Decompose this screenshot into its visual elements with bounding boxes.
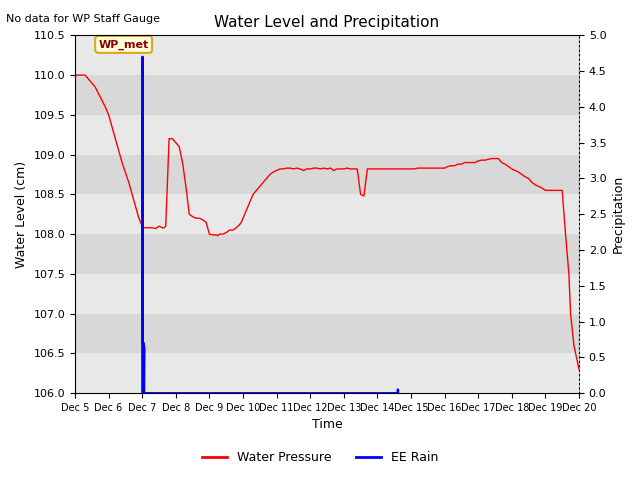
Bar bbox=[75, 274, 579, 313]
X-axis label: Time: Time bbox=[312, 419, 342, 432]
Text: No data for WP Staff Gauge: No data for WP Staff Gauge bbox=[6, 14, 161, 24]
Bar bbox=[75, 353, 579, 393]
Legend: Water Pressure, EE Rain: Water Pressure, EE Rain bbox=[196, 446, 444, 469]
Bar bbox=[75, 36, 579, 75]
Y-axis label: Precipitation: Precipitation bbox=[612, 175, 625, 253]
Title: Water Level and Precipitation: Water Level and Precipitation bbox=[214, 15, 440, 30]
Bar bbox=[75, 313, 579, 353]
Bar bbox=[75, 155, 579, 194]
Text: WP_met: WP_met bbox=[99, 39, 148, 49]
Y-axis label: Water Level (cm): Water Level (cm) bbox=[15, 161, 28, 268]
Bar bbox=[75, 194, 579, 234]
Bar bbox=[75, 115, 579, 155]
Bar bbox=[75, 234, 579, 274]
Bar bbox=[75, 75, 579, 115]
